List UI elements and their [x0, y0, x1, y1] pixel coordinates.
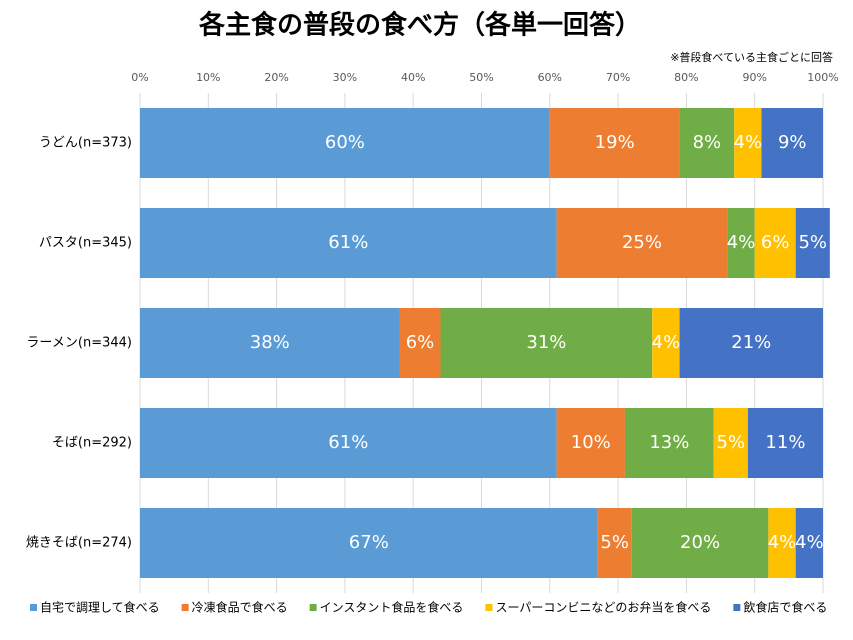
y-tick-label: そば(n=292)	[52, 436, 132, 451]
y-tick-label: 焼きそば(n=274)	[26, 536, 132, 551]
bar-segment	[597, 508, 632, 578]
bar-segment	[140, 208, 557, 278]
data-label: 21%	[731, 332, 771, 353]
data-label: 67%	[349, 532, 389, 553]
x-tick-label: 90%	[742, 71, 766, 84]
bar-segment	[679, 108, 735, 178]
legend-label: 自宅で調理して食べる	[40, 600, 160, 615]
data-label: 4%	[727, 232, 756, 253]
bar-segment	[713, 408, 748, 478]
data-label: 13%	[649, 432, 689, 453]
legend-label: スーパーコンビニなどのお弁当を食べる	[495, 600, 711, 615]
bar-segment	[795, 508, 823, 578]
data-label: 60%	[325, 132, 365, 153]
legend-swatch	[733, 604, 741, 611]
data-label: 5%	[600, 532, 629, 553]
bar-segment	[549, 108, 680, 178]
y-tick-label: パスタ(n=345)	[39, 236, 132, 251]
bar-segment	[795, 208, 830, 278]
bar-segment	[399, 308, 441, 378]
bar-segment	[140, 108, 550, 178]
bar-segment	[761, 108, 823, 178]
data-label: 4%	[795, 532, 824, 553]
bar-segment	[140, 308, 400, 378]
x-tick-label: 20%	[264, 71, 288, 84]
data-label: 8%	[693, 132, 722, 153]
x-tick-label: 50%	[469, 71, 493, 84]
data-label: 5%	[798, 232, 827, 253]
x-tick-label: 70%	[606, 71, 630, 84]
legend-swatch	[181, 604, 189, 611]
bar-segment	[556, 208, 728, 278]
data-label: 20%	[680, 532, 720, 553]
data-label: 25%	[622, 232, 662, 253]
y-tick-label: ラーメン(n=344)	[26, 336, 132, 351]
data-label: 5%	[717, 432, 746, 453]
data-label: 9%	[778, 132, 807, 153]
data-label: 61%	[328, 232, 368, 253]
bar-segment	[747, 408, 823, 478]
x-tick-label: 60%	[538, 71, 562, 84]
bar-segment	[631, 508, 769, 578]
legend-swatch	[309, 604, 317, 611]
bar-segment	[440, 308, 653, 378]
legend-label: 飲食店で食べる	[743, 600, 827, 615]
bar-segment	[679, 308, 823, 378]
x-tick-label: 10%	[196, 71, 220, 84]
y-tick-label: うどん(n=373)	[39, 136, 132, 151]
data-label: 31%	[526, 332, 566, 353]
x-tick-label: 0%	[131, 71, 148, 84]
bar-segment	[140, 408, 557, 478]
data-label: 4%	[652, 332, 681, 353]
legend-label: インスタント食品を食べる	[320, 600, 464, 615]
bar-segment	[727, 208, 755, 278]
bar-segment	[556, 408, 625, 478]
chart-note: ※普段食べている主食ごとに回答	[670, 50, 833, 64]
data-label: 6%	[406, 332, 435, 353]
data-label: 61%	[328, 432, 368, 453]
bar-segment	[734, 108, 762, 178]
legend-label: 冷凍食品で食べる	[192, 600, 288, 615]
bar-segment	[140, 508, 598, 578]
data-label: 38%	[250, 332, 290, 353]
x-tick-label: 40%	[401, 71, 425, 84]
x-tick-label: 80%	[674, 71, 698, 84]
bar-segment	[754, 208, 796, 278]
legend-swatch	[30, 604, 37, 611]
data-label: 6%	[761, 232, 790, 253]
data-label: 19%	[595, 132, 635, 153]
data-label: 4%	[768, 532, 797, 553]
x-tick-label: 30%	[333, 71, 357, 84]
data-label: 10%	[571, 432, 611, 453]
bar-segment	[768, 508, 796, 578]
bar-segment	[652, 308, 680, 378]
bar-segment	[624, 408, 714, 478]
legend-swatch	[485, 604, 493, 611]
x-tick-label: 100%	[807, 71, 838, 84]
data-label: 4%	[734, 132, 763, 153]
data-label: 11%	[765, 432, 805, 453]
chart-title: 各主食の普段の食べ方（各単一回答）	[198, 10, 641, 41]
